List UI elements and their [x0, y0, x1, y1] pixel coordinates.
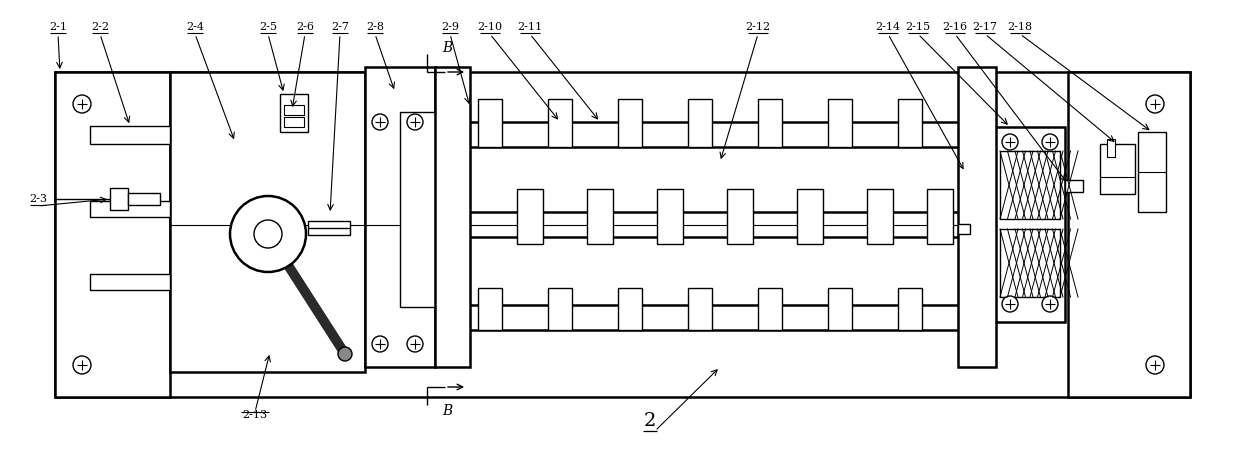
Bar [994, 127, 1065, 322]
Text: 2-17: 2-17 [972, 22, 997, 32]
Bar [55, 72, 1190, 397]
Bar [1100, 144, 1135, 194]
Bar [548, 288, 572, 330]
Circle shape [1042, 296, 1058, 312]
Bar [477, 288, 502, 330]
Text: 2-2: 2-2 [91, 22, 109, 32]
Bar [828, 288, 852, 330]
Text: B: B [441, 41, 453, 55]
Bar [91, 126, 170, 144]
Bar [688, 99, 712, 147]
Circle shape [229, 196, 306, 272]
Bar [280, 94, 308, 132]
Bar [587, 189, 613, 244]
Bar [928, 189, 954, 244]
Bar [55, 72, 170, 397]
Circle shape [1042, 134, 1058, 150]
Circle shape [407, 336, 423, 352]
Bar [898, 288, 923, 330]
Bar [128, 193, 160, 205]
Text: 2-1: 2-1 [50, 22, 67, 32]
Text: 2-14: 2-14 [875, 22, 900, 32]
Text: 2-8: 2-8 [366, 22, 384, 32]
Circle shape [372, 114, 388, 130]
Text: 2-5: 2-5 [259, 22, 277, 32]
Bar [1107, 139, 1115, 157]
Bar [758, 288, 782, 330]
Bar [110, 188, 128, 210]
Text: 2-13: 2-13 [243, 410, 268, 420]
Circle shape [1146, 95, 1164, 113]
Bar [727, 189, 753, 244]
Circle shape [73, 95, 91, 113]
Circle shape [73, 356, 91, 374]
Bar [1068, 72, 1190, 397]
Circle shape [339, 347, 352, 361]
Text: 2-16: 2-16 [942, 22, 967, 32]
Bar [91, 201, 170, 217]
Bar [365, 67, 435, 367]
Bar [959, 224, 970, 234]
Circle shape [1146, 356, 1164, 374]
Bar [548, 99, 572, 147]
Bar [401, 112, 435, 307]
Text: 2-10: 2-10 [477, 22, 502, 32]
Bar [959, 67, 996, 367]
Bar [91, 274, 170, 290]
Bar [1065, 180, 1083, 192]
Bar [999, 229, 1060, 297]
Text: 2-15: 2-15 [905, 22, 930, 32]
Bar [284, 117, 304, 127]
Bar [170, 72, 365, 372]
Bar [828, 99, 852, 147]
Text: 2-9: 2-9 [441, 22, 459, 32]
Text: 2-4: 2-4 [186, 22, 205, 32]
Bar [898, 99, 923, 147]
Bar [435, 67, 470, 367]
Text: 2-3: 2-3 [29, 194, 47, 204]
Bar [999, 151, 1060, 219]
Bar [688, 288, 712, 330]
Bar [758, 99, 782, 147]
Bar [657, 189, 683, 244]
Text: 2: 2 [644, 412, 656, 430]
Circle shape [1002, 134, 1018, 150]
Bar [517, 189, 543, 244]
Circle shape [407, 114, 423, 130]
Circle shape [1002, 296, 1018, 312]
Bar [477, 99, 502, 147]
Bar [618, 99, 642, 147]
Bar [284, 105, 304, 115]
Bar [797, 189, 823, 244]
Circle shape [254, 220, 281, 248]
Text: 2-18: 2-18 [1007, 22, 1033, 32]
Circle shape [372, 336, 388, 352]
Bar [308, 221, 350, 235]
Text: 2-6: 2-6 [296, 22, 314, 32]
Text: 2-12: 2-12 [745, 22, 770, 32]
Text: 2-11: 2-11 [517, 22, 543, 32]
Bar [618, 288, 642, 330]
Text: B: B [441, 404, 453, 418]
Bar [1138, 132, 1166, 212]
Bar [867, 189, 893, 244]
Text: 2-7: 2-7 [331, 22, 348, 32]
